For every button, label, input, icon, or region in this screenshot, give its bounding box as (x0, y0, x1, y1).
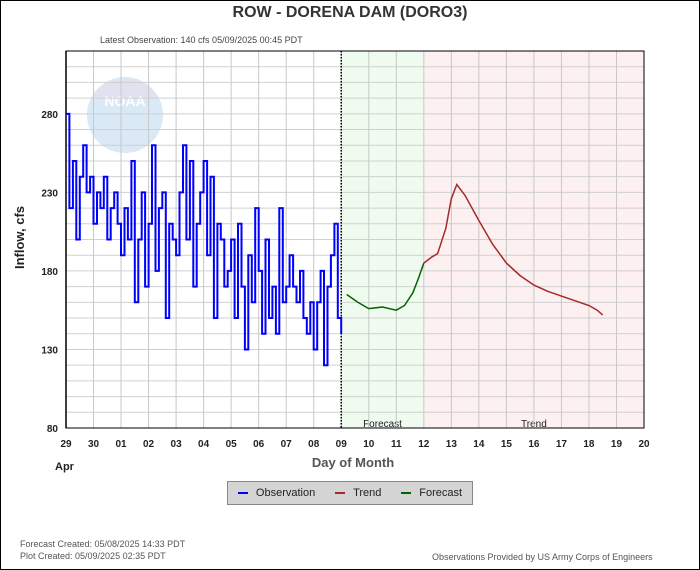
legend-swatch (237, 492, 248, 494)
x-tick-label: 20 (638, 439, 650, 450)
x-tick-label: 04 (198, 439, 210, 450)
y-tick-label: 130 (41, 345, 58, 356)
legend-label: Observation (255, 487, 316, 499)
legend-trend: Trend (335, 487, 381, 499)
month-label: Apr (55, 461, 74, 473)
x-tick-label: 07 (281, 439, 293, 450)
y-tick-label: 80 (47, 424, 59, 435)
x-tick-label: 10 (363, 439, 375, 450)
legend-swatch (335, 492, 346, 494)
x-tick-label: 12 (418, 439, 430, 450)
x-tick-label: 08 (308, 439, 320, 450)
y-tick-label: 280 (41, 110, 58, 121)
noaa-logo: NOAA (87, 77, 163, 153)
region-label: Forecast (363, 419, 402, 430)
logo-text: NOAA (104, 93, 145, 109)
x-tick-label: 14 (473, 439, 485, 450)
y-tick-label: 180 (41, 267, 58, 278)
logo-top (92, 78, 158, 98)
x-tick-label: 11 (391, 439, 402, 450)
plot-created: Plot Created: 05/09/2025 02:35 PDT (20, 551, 166, 561)
x-tick-label: 15 (501, 439, 513, 450)
series-observation (66, 112, 343, 367)
x-tick-label: 01 (115, 439, 127, 450)
x-tick-label: 05 (226, 439, 238, 450)
chart-title: ROW - DORENA DAM (DORO3) (232, 4, 468, 21)
x-axis-label: Day of Month (311, 455, 395, 470)
x-tick-label: 09 (336, 439, 348, 450)
legend-label: Forecast (419, 487, 463, 499)
x-tick-label: 30 (88, 439, 100, 450)
legend-forecast: Forecast (401, 487, 462, 499)
y-tick-label: 230 (41, 188, 58, 199)
x-tick-label: 19 (611, 439, 623, 450)
legend: Observation Trend Forecast (227, 481, 473, 505)
credit: Observations Provided by US Army Corps o… (432, 552, 653, 562)
x-tick-label: 29 (60, 439, 72, 450)
legend-label: Trend (353, 487, 382, 499)
series-forecast (346, 262, 425, 311)
x-tick-label: 06 (253, 439, 265, 450)
legend-swatch (401, 492, 412, 494)
x-tick-label: 13 (446, 439, 458, 450)
latest-observation: Latest Observation: 140 cfs 05/09/2025 0… (100, 35, 303, 45)
series-trend (423, 182, 604, 316)
x-tick-label: 16 (528, 439, 540, 450)
legend-observation: Observation (237, 487, 316, 499)
logo-circle (87, 77, 163, 153)
forecast-created: Forecast Created: 05/08/2025 14:33 PDT (20, 539, 186, 549)
x-tick-label: 18 (583, 439, 595, 450)
x-tick-label: 02 (143, 439, 155, 450)
x-tick-label: 03 (171, 439, 183, 450)
x-tick-label: 17 (556, 439, 568, 450)
